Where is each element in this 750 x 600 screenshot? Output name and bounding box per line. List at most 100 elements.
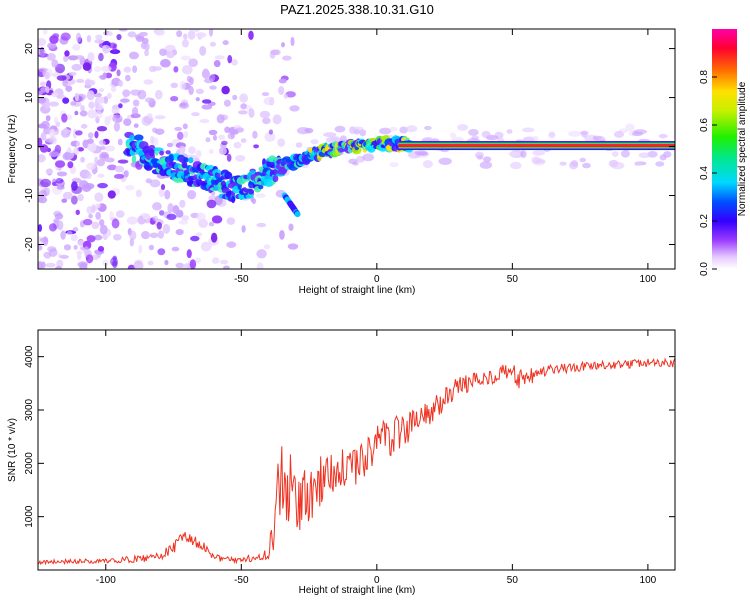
heatmap-cell [40, 120, 50, 130]
heatmap-cell [620, 149, 630, 158]
heatmap-cell [126, 216, 138, 225]
heatmap-cell [175, 228, 184, 236]
line-area [38, 357, 675, 566]
heatmap-cell [240, 103, 248, 110]
bottom-y-tick-label: 1000 [24, 505, 35, 528]
heatmap-cell [56, 171, 68, 177]
heatmap-cell [164, 259, 169, 266]
heatmap-cell [73, 244, 78, 250]
heatmap-cell [45, 168, 53, 175]
heatmap-cell [133, 123, 139, 128]
heatmap-cell [168, 154, 175, 162]
heatmap-cell [285, 91, 296, 98]
heatmap-cell [98, 219, 105, 227]
heatmap-cell [248, 188, 255, 195]
bottom-x-tick-label: 0 [374, 575, 380, 586]
heatmap-cell [166, 213, 177, 221]
heatmap-cell [183, 131, 189, 139]
heatmap-cell [189, 259, 197, 269]
heatmap-cell [188, 58, 199, 67]
heatmap-cell [155, 89, 163, 100]
heatmap-cell [86, 162, 96, 170]
heatmap-cell [43, 187, 50, 197]
heatmap-cell [139, 31, 148, 37]
heatmap-cell [208, 148, 214, 155]
heatmap-cell [152, 215, 158, 222]
heatmap-cell [277, 138, 286, 147]
heatmap-cell [79, 262, 88, 269]
heatmap-cell [76, 78, 85, 84]
heatmap-cell [106, 164, 117, 171]
ridge-band-core [398, 144, 675, 148]
colorbar-tick-label: 0.4 [699, 166, 710, 180]
heatmap-cell [70, 101, 77, 106]
top-y-tick-label: 10 [24, 92, 35, 104]
heatmap-cell [240, 138, 247, 143]
heatmap-cell [135, 189, 142, 198]
heatmap-cell [158, 210, 165, 216]
heatmap-cell [157, 248, 166, 256]
heatmap-cell [104, 145, 116, 152]
heatmap-cell [160, 58, 171, 68]
heatmap-cell [129, 238, 134, 247]
heatmap-cell [173, 66, 179, 73]
heatmap-cell [99, 224, 108, 235]
heatmap-cell [53, 218, 60, 223]
heatmap-cell [479, 161, 493, 169]
heatmap-cell [102, 45, 107, 52]
heatmap-cell [175, 262, 184, 269]
colorbar [712, 29, 737, 269]
top-x-tick-label: 50 [507, 274, 519, 285]
heatmap-cell [159, 48, 167, 57]
heatmap-cell [46, 53, 56, 61]
heatmap-cell [209, 29, 214, 37]
heatmap-cell [179, 80, 186, 91]
heatmap-cell [143, 79, 154, 85]
heatmap-cell [166, 51, 175, 59]
heatmap-cell [179, 145, 186, 154]
bottom-x-tick-label: 50 [507, 575, 519, 586]
heatmap-cell [220, 259, 229, 265]
heatmap-cell [548, 131, 556, 139]
heatmap-cell [64, 50, 70, 57]
heatmap-cell [71, 63, 82, 71]
heatmap-cell [178, 220, 189, 225]
heatmap-cell [348, 158, 358, 164]
heatmap-cell [38, 41, 45, 46]
heatmap-cell [176, 131, 184, 141]
heatmap-cell [170, 82, 179, 88]
heatmap-cell [53, 116, 59, 124]
heatmap-cell [72, 43, 81, 51]
heatmap-cell [132, 65, 138, 73]
heatmap-cell [38, 244, 43, 251]
heatmap-cell [248, 30, 254, 41]
heatmap-cell [263, 97, 275, 106]
heatmap-cell [211, 215, 223, 224]
heatmap-cell [47, 42, 57, 49]
heatmap-cell [45, 115, 51, 122]
heatmap-cell [221, 140, 228, 146]
heatmap-cell [425, 136, 433, 142]
heatmap-cell [79, 110, 88, 117]
heatmap-cell [449, 132, 457, 138]
heatmap-cell [201, 104, 213, 110]
heatmap-cell [611, 151, 619, 157]
heatmap-cell [113, 173, 125, 179]
heatmap-cell [95, 211, 101, 220]
heatmap-cell [199, 118, 210, 124]
heatmap-cell [98, 88, 105, 93]
heatmap-cell [188, 85, 194, 95]
heatmap-cell [86, 235, 96, 243]
heatmap-cell [195, 232, 203, 237]
heatmap-cell [199, 45, 207, 56]
heatmap-cell [154, 115, 166, 120]
heatmap-cell [253, 144, 259, 149]
heatmap-cell [531, 156, 541, 165]
heatmap-cell [663, 151, 672, 158]
heatmap-cell [134, 134, 144, 141]
heatmap-cell [94, 156, 99, 166]
heatmap-cell [532, 150, 546, 156]
heatmap-cell [256, 249, 267, 259]
heatmap-cell [190, 235, 200, 242]
heatmap-cell [568, 130, 581, 137]
